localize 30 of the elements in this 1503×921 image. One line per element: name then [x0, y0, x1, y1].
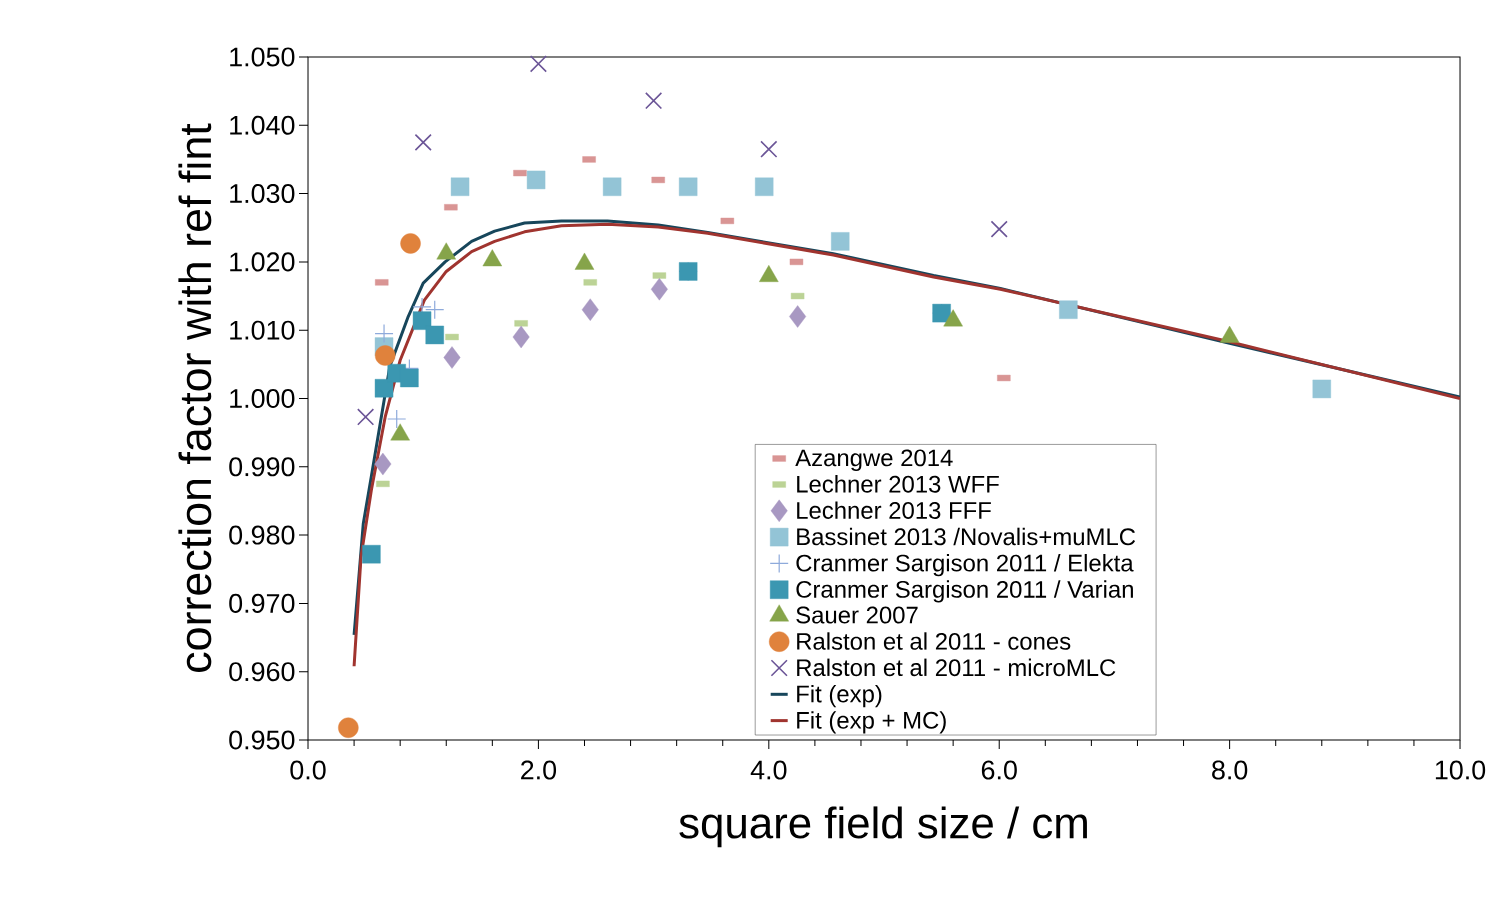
y-tick-label: 0.980 [229, 525, 295, 545]
x-tick-label: 8.0 [1212, 760, 1248, 780]
y-axis-title: correction factor with ref fint [178, 123, 212, 672]
y-tick-label: 0.950 [229, 730, 295, 750]
legend-label: Sauer 2007 [796, 606, 918, 624]
legend-label: Azangwe 2014 [795, 449, 953, 472]
legend-label: Fit (exp) [797, 684, 882, 708]
legend-label: Fit (exp + MC) [797, 711, 946, 734]
y-tick-label: 1.030 [230, 184, 295, 204]
y-tick-label: 1.000 [230, 388, 295, 409]
legend-label: Lechner 2013 FFF [797, 501, 991, 519]
legend-label: Bassinet 2013 /Novalis+muMLC [797, 527, 1136, 546]
legend-label: Ralston et al 2011 - microMLC [797, 658, 1116, 677]
legend-label: Lechner 2013 WFF [797, 475, 999, 493]
y-tick-label: 0.990 [229, 457, 295, 477]
legend-label: Ralston et al 2011 - cones [797, 632, 1071, 650]
y-tick-label: 1.020 [230, 252, 295, 272]
x-tick-label: 2.0 [521, 760, 557, 780]
y-tick-label: 0.970 [229, 593, 295, 613]
y-tick-label: 1.050 [230, 47, 295, 67]
y-tick-label: 1.010 [230, 320, 295, 340]
x-axis-title: square field size / cm [679, 806, 1087, 848]
legend-label: Cranmer Sargison 2011 / Elekta [796, 554, 1134, 577]
legend-label: Cranmer Sargison 2011 / Varian [796, 580, 1133, 603]
x-tick-label: 0.0 [290, 760, 326, 780]
x-tick-label: 4.0 [750, 760, 787, 780]
x-tick-label: 6.0 [981, 760, 1017, 780]
x-tick-label: 10.0 [1435, 760, 1486, 780]
y-tick-label: 1.040 [230, 115, 295, 135]
y-tick-label: 0.960 [229, 662, 295, 682]
